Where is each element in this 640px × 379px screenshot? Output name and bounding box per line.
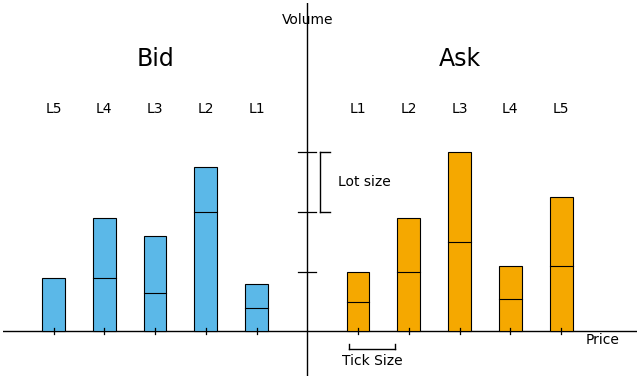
- Text: L4: L4: [96, 102, 113, 116]
- Text: L4: L4: [502, 102, 518, 116]
- Text: L2: L2: [198, 102, 214, 116]
- Bar: [448, 152, 471, 331]
- Bar: [347, 272, 369, 331]
- Bar: [397, 218, 420, 331]
- Bar: [245, 283, 268, 331]
- Text: L3: L3: [451, 102, 468, 116]
- Text: Lot size: Lot size: [338, 175, 390, 189]
- Bar: [93, 218, 116, 331]
- Text: Volume: Volume: [282, 13, 333, 27]
- Text: L2: L2: [401, 102, 417, 116]
- Text: Tick Size: Tick Size: [342, 354, 403, 368]
- Text: L5: L5: [45, 102, 62, 116]
- Text: L1: L1: [248, 102, 265, 116]
- Bar: [195, 167, 217, 331]
- Bar: [143, 236, 166, 331]
- Text: Bid: Bid: [136, 47, 174, 72]
- Text: L5: L5: [553, 102, 570, 116]
- Bar: [550, 197, 573, 331]
- Bar: [42, 278, 65, 331]
- Text: Price: Price: [586, 333, 620, 347]
- Bar: [499, 266, 522, 331]
- Text: Ask: Ask: [438, 47, 481, 72]
- Text: L3: L3: [147, 102, 163, 116]
- Text: L1: L1: [349, 102, 366, 116]
